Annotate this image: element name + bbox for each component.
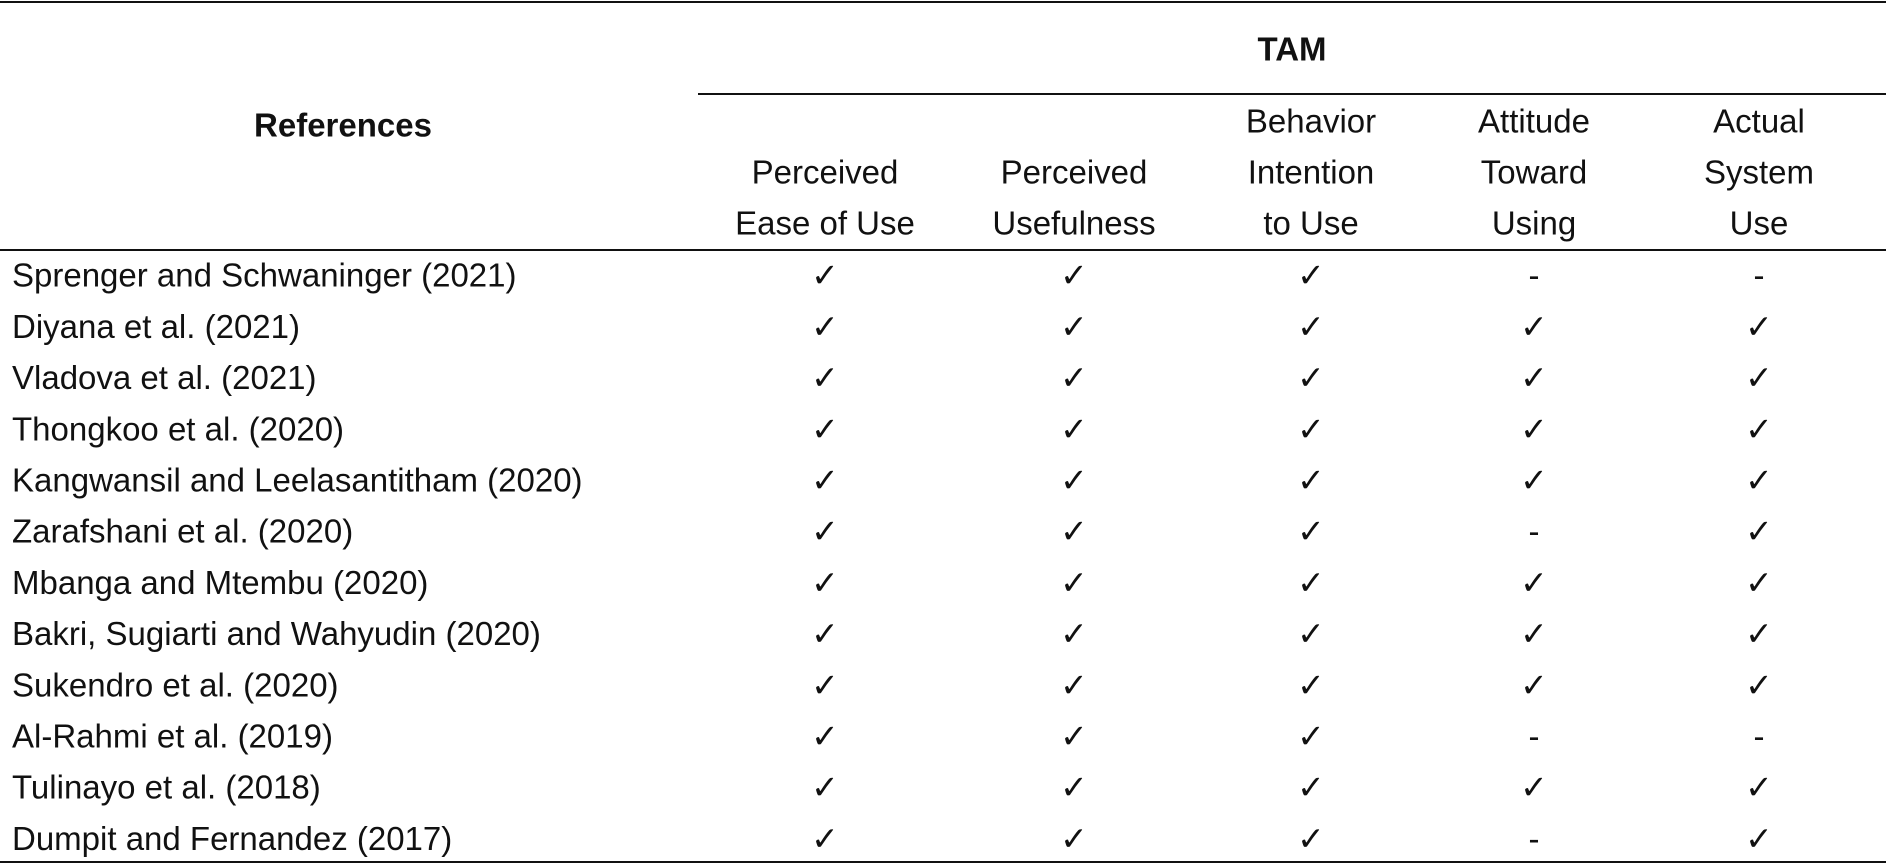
cell: ✓ <box>1060 666 1088 703</box>
column-header: Perceived <box>1001 154 1148 191</box>
cell: ✓ <box>1297 615 1325 652</box>
column-header: Behavior <box>1246 103 1376 140</box>
cell: ✓ <box>811 410 839 447</box>
cell: ✓ <box>1745 666 1773 703</box>
cell: ✓ <box>1745 410 1773 447</box>
cell: ✓ <box>1060 308 1088 345</box>
group-header: TAM <box>1257 31 1326 68</box>
cell: ✓ <box>1745 462 1773 499</box>
reference: Tulinayo et al. (2018) <box>12 769 321 806</box>
cell: ✓ <box>1297 564 1325 601</box>
cell: ✓ <box>811 564 839 601</box>
cell: ✓ <box>1060 513 1088 550</box>
column-header: to Use <box>1263 205 1358 242</box>
cell: ✓ <box>1520 308 1548 345</box>
references-header: References <box>254 107 432 144</box>
column-header: Intention <box>1248 154 1375 191</box>
cell: ✓ <box>811 308 839 345</box>
reference: Thongkoo et al. (2020) <box>12 410 344 447</box>
cell: ✓ <box>811 666 839 703</box>
column-header: Using <box>1492 205 1576 242</box>
column-header: Attitude <box>1478 103 1590 140</box>
cell: - <box>1754 257 1765 294</box>
column-header: Perceived <box>752 154 899 191</box>
cell: - <box>1529 820 1540 857</box>
cell: ✓ <box>1745 615 1773 652</box>
cell: ✓ <box>1520 769 1548 806</box>
cell: ✓ <box>1297 718 1325 755</box>
cell: ✓ <box>811 513 839 550</box>
cell: ✓ <box>1520 359 1548 396</box>
cell: ✓ <box>1745 308 1773 345</box>
cell: ✓ <box>1745 820 1773 857</box>
column-header: Use <box>1730 205 1789 242</box>
cell: ✓ <box>811 257 839 294</box>
cell: ✓ <box>1520 410 1548 447</box>
cell: ✓ <box>1297 359 1325 396</box>
cell: ✓ <box>1060 410 1088 447</box>
cell: ✓ <box>1297 769 1325 806</box>
cell: ✓ <box>1060 257 1088 294</box>
cell: ✓ <box>811 769 839 806</box>
column-header: System <box>1704 154 1814 191</box>
reference: Bakri, Sugiarti and Wahyudin (2020) <box>12 615 541 652</box>
column-header: Actual <box>1713 103 1805 140</box>
cell: ✓ <box>1297 308 1325 345</box>
cell: ✓ <box>1060 820 1088 857</box>
cell: ✓ <box>1745 513 1773 550</box>
reference: Zarafshani et al. (2020) <box>12 513 353 550</box>
reference: Mbanga and Mtembu (2020) <box>12 564 428 601</box>
reference: Sprenger and Schwaninger (2021) <box>12 257 517 294</box>
cell: - <box>1529 513 1540 550</box>
cell: ✓ <box>1520 564 1548 601</box>
cell: ✓ <box>1060 462 1088 499</box>
reference: Diyana et al. (2021) <box>12 308 300 345</box>
cell: ✓ <box>1297 666 1325 703</box>
reference: Al-Rahmi et al. (2019) <box>12 718 333 755</box>
cell: ✓ <box>1297 513 1325 550</box>
cell: ✓ <box>1520 462 1548 499</box>
cell: ✓ <box>811 615 839 652</box>
cell: ✓ <box>1297 257 1325 294</box>
reference: Sukendro et al. (2020) <box>12 666 339 703</box>
cell: ✓ <box>1520 615 1548 652</box>
cell: ✓ <box>811 359 839 396</box>
cell: ✓ <box>811 462 839 499</box>
cell: ✓ <box>1297 820 1325 857</box>
reference: Vladova et al. (2021) <box>12 359 317 396</box>
cell: ✓ <box>1745 564 1773 601</box>
reference: Dumpit and Fernandez (2017) <box>12 820 452 857</box>
cell: ✓ <box>1060 615 1088 652</box>
cell: ✓ <box>811 718 839 755</box>
cell: ✓ <box>811 820 839 857</box>
column-header: Toward <box>1481 154 1587 191</box>
reference: Kangwansil and Leelasantitham (2020) <box>12 462 583 499</box>
cell: - <box>1529 257 1540 294</box>
cell: ✓ <box>1060 564 1088 601</box>
column-header: Usefulness <box>992 205 1155 242</box>
cell: ✓ <box>1297 462 1325 499</box>
cell: - <box>1754 718 1765 755</box>
cell: ✓ <box>1060 769 1088 806</box>
cell: ✓ <box>1745 769 1773 806</box>
column-header: Ease of Use <box>735 205 915 242</box>
cell: - <box>1529 718 1540 755</box>
cell: ✓ <box>1297 410 1325 447</box>
cell: ✓ <box>1520 666 1548 703</box>
cell: ✓ <box>1060 718 1088 755</box>
cell: ✓ <box>1745 359 1773 396</box>
cell: ✓ <box>1060 359 1088 396</box>
